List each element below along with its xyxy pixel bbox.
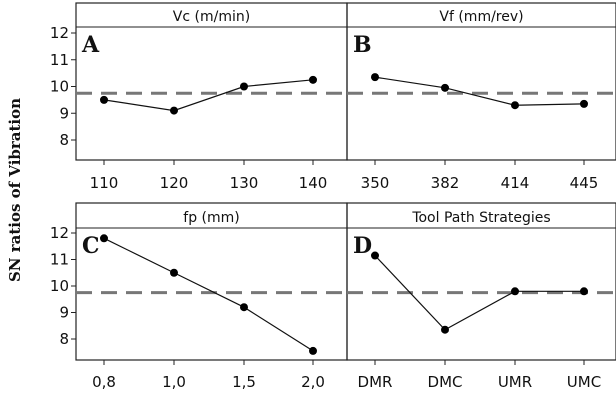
panel-b-label: B (353, 32, 372, 58)
y-axis-label: SN ratios of Vibration (6, 98, 24, 282)
y-tick-label: 11 (50, 51, 69, 69)
panel-a-label: A (81, 32, 100, 58)
panel-b-data-point (441, 83, 449, 92)
panel-c-title: fp (mm) (183, 210, 239, 226)
y-tick-label: 10 (50, 78, 69, 96)
panel-a-data-point (309, 75, 317, 84)
panel-c-data-point (240, 303, 248, 312)
panel-c-data-point (100, 234, 108, 243)
panel-a-data-point (240, 82, 248, 91)
panel-b-title: Vf (mm/rev) (439, 9, 523, 25)
panel-a-title: Vc (m/min) (173, 9, 250, 25)
y-tick-label: 8 (59, 330, 69, 348)
x-tick-label: UMC (567, 373, 601, 391)
x-tick-label: 110 (90, 174, 119, 192)
x-tick-label: 414 (501, 174, 530, 192)
x-tick-label: UMR (498, 373, 532, 391)
panel-d-label: D (353, 233, 372, 259)
y-tick-label: 11 (50, 251, 69, 269)
x-tick-label: DMR (358, 373, 393, 391)
panel-d-frame (346, 202, 616, 361)
panel-b-data-point (580, 99, 588, 108)
panel-a-series-line (103, 79, 314, 112)
panel-c-label: C (82, 233, 100, 259)
y-tick-label: 10 (50, 277, 69, 295)
x-tick-label: 445 (570, 174, 599, 192)
x-tick-label: 130 (230, 174, 259, 192)
x-tick-label: 350 (361, 174, 390, 192)
panel-d-data-point (441, 325, 449, 334)
y-tick-label: 12 (50, 24, 69, 42)
panel-d-data-point (580, 287, 588, 296)
x-tick-label: 140 (299, 174, 328, 192)
panel-b-series-line (374, 76, 585, 106)
x-tick-label: 120 (160, 174, 189, 192)
x-tick-label: 1,0 (162, 373, 186, 391)
x-tick-label: 2,0 (301, 373, 325, 391)
panel-a-data-point (170, 106, 178, 115)
y-tick-label: 8 (59, 131, 69, 149)
x-tick-label: 382 (431, 174, 460, 192)
panel-d-data-point (511, 287, 519, 296)
panel-b-data-point (371, 73, 379, 82)
panel-d-series-line (374, 255, 584, 331)
panel-c-series-line (103, 237, 314, 352)
panel-c-data-point (309, 346, 317, 355)
panel-d-data-point (371, 251, 379, 260)
panel-a-data-point (100, 95, 108, 104)
x-tick-label: DMC (428, 373, 463, 391)
panel-b-frame (346, 2, 616, 161)
panel-c-frame (75, 202, 348, 361)
x-tick-label: 0,8 (92, 373, 116, 391)
y-tick-label: 9 (59, 104, 69, 122)
panel-c-data-point (170, 268, 178, 277)
panel-d-title: Tool Path Strategies (411, 210, 550, 226)
panel-b-data-point (511, 101, 519, 110)
y-tick-label: 12 (50, 224, 69, 242)
x-tick-label: 1,5 (232, 373, 256, 391)
y-tick-label: 9 (59, 304, 69, 322)
